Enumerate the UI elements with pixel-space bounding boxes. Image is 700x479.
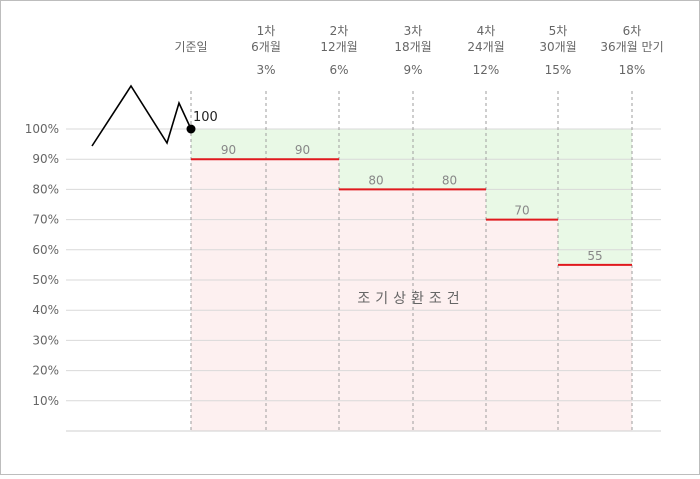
header-round: 3차	[404, 24, 423, 38]
barrier-label: 80	[368, 173, 383, 187]
barrier-label: 90	[221, 143, 236, 157]
upper-fill-region	[486, 129, 558, 220]
upper-fill-region	[266, 129, 339, 160]
y-tick-label: 10%	[32, 394, 59, 408]
lower-fill-region	[486, 219, 558, 431]
header-coupon-rate: 3%	[256, 63, 275, 77]
header-round: 2차	[330, 24, 349, 38]
lower-fill-region	[558, 264, 632, 431]
header-period: 18개월	[394, 40, 431, 54]
y-tick-label: 30%	[32, 333, 59, 347]
header-period: 30개월	[539, 40, 576, 54]
upper-fill-region	[558, 129, 632, 265]
base-value-label: 100	[193, 110, 218, 125]
header-base-date: 기준일	[174, 40, 207, 54]
base-point	[186, 124, 196, 134]
header-coupon-rate: 12%	[473, 63, 500, 77]
barrier-label: 55	[587, 249, 602, 263]
grid-lines	[66, 128, 661, 432]
lower-fill-region	[191, 159, 266, 431]
base-path: 100	[91, 84, 218, 147]
lower-fill-region	[266, 159, 339, 431]
region-label: 조기상환조건	[357, 291, 464, 307]
y-axis-ticks: 10% 20% 30% 40% 50% 60% 70% 80% 90% 100%	[25, 122, 59, 408]
column-dividers	[190, 91, 633, 431]
header-round: 5차	[549, 24, 568, 38]
header-period: 24개월	[467, 40, 504, 54]
y-tick-label: 50%	[32, 273, 59, 287]
header-round: 1차	[257, 24, 276, 38]
header-period: 12개월	[320, 40, 357, 54]
barrier-label: 70	[514, 204, 529, 218]
header-period: 36개월 만기	[600, 40, 663, 54]
base-price-path	[91, 84, 192, 147]
header-coupon-rate: 6%	[329, 63, 348, 77]
header-coupon-rate: 18%	[619, 63, 646, 77]
barrier-label: 90	[295, 143, 310, 157]
y-tick-label: 80%	[32, 182, 59, 196]
header-coupon-rate: 15%	[545, 63, 572, 77]
header-period: 6개월	[251, 40, 281, 54]
header-round: 6차	[623, 24, 642, 38]
header-coupon-rate: 9%	[403, 63, 422, 77]
y-tick-label: 20%	[32, 364, 59, 378]
upper-fill-region	[191, 129, 266, 160]
y-tick-label: 90%	[32, 152, 59, 166]
y-tick-label: 60%	[32, 243, 59, 257]
barrier-lines: 90 90 80 80 70 55	[191, 143, 632, 266]
y-tick-label: 70%	[32, 213, 59, 227]
y-tick-label: 100%	[25, 122, 59, 136]
column-headers: 기준일 1차 6개월 3% 2차 12개월 6% 3차 18개월 9% 4차 24개월 12% 5차 30개…	[174, 24, 663, 77]
barrier-label: 80	[442, 173, 457, 187]
header-round: 4차	[477, 24, 496, 38]
y-tick-label: 40%	[32, 303, 59, 317]
